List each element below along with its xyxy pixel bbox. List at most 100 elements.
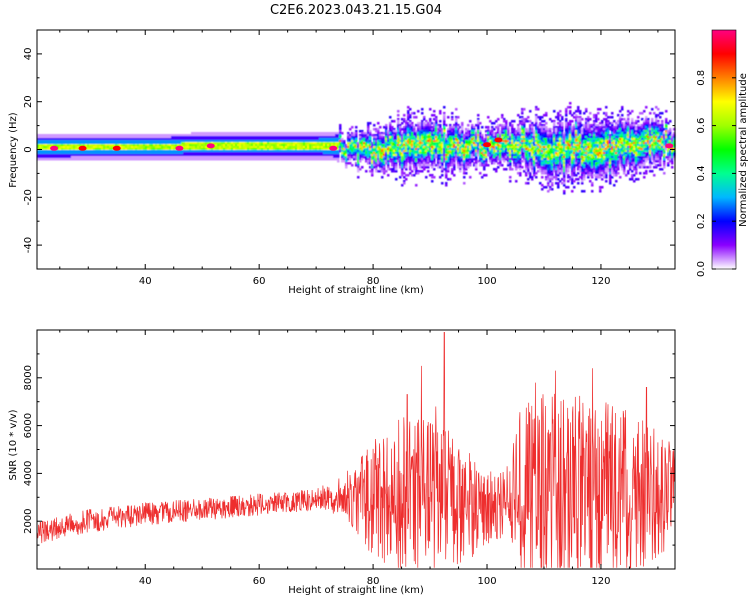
spectrogram-cell	[331, 138, 334, 141]
spectrogram-cell	[111, 154, 114, 157]
spectrogram-cell	[529, 126, 532, 129]
spectrogram-cell	[435, 124, 438, 127]
spectrogram-cell	[517, 146, 520, 149]
spectrogram-cell	[377, 150, 380, 153]
spectrogram-cell	[403, 130, 406, 133]
spectrogram-cell	[189, 146, 192, 149]
spectrogram-cell	[265, 136, 268, 139]
spectrogram-cell	[287, 134, 290, 137]
spectrogram-cell	[377, 128, 380, 131]
spectrogram-cell	[163, 146, 166, 149]
spectrogram-cell	[145, 152, 148, 155]
spectrogram-cell	[363, 136, 366, 139]
spectrogram-cell	[43, 148, 46, 151]
spectrogram-cell	[155, 142, 158, 145]
spectrogram-cell	[127, 146, 130, 149]
spectrogram-cell	[433, 146, 436, 149]
spectrogram-cell	[403, 142, 406, 145]
spectrogram-cell	[419, 152, 422, 155]
spectrogram-cell	[383, 166, 386, 169]
spectrogram-cell	[437, 154, 440, 157]
spectrogram-cell	[271, 156, 274, 159]
spectrogram-cell	[473, 128, 476, 131]
spectrogram-cell	[41, 136, 44, 139]
spectrogram-cell	[445, 156, 448, 159]
spectrogram-cell	[221, 144, 224, 147]
spectrogram-cell	[559, 172, 562, 175]
spectrogram-cell	[389, 130, 392, 133]
spectrogram-cell	[263, 156, 266, 159]
spectrogram-cell	[431, 114, 434, 117]
spectrogram-cell	[133, 148, 136, 151]
spectrogram-cell	[421, 142, 424, 145]
spectrogram-cell	[159, 140, 162, 143]
spectrogram-cell	[507, 142, 510, 145]
spectrogram-cell	[435, 164, 438, 167]
spectrogram-cell	[429, 136, 432, 139]
spectrogram-cell	[453, 144, 456, 147]
spectrogram-cell	[219, 142, 222, 145]
spectrogram-cell	[161, 154, 164, 157]
spectrogram-cell	[291, 154, 294, 157]
spectrogram-cell	[375, 136, 378, 139]
spectrogram-cell	[251, 150, 254, 153]
spectrogram-cell	[317, 154, 320, 157]
spectrogram-cell	[397, 134, 400, 137]
spectrogram-cell	[57, 152, 60, 155]
spectrogram-cell	[567, 138, 570, 141]
spectrogram-cell	[95, 134, 98, 137]
spectrogram-cell	[179, 158, 182, 161]
spectrogram-cell	[249, 158, 252, 161]
spectrogram-cell	[79, 158, 82, 161]
spectrogram-cell	[69, 136, 72, 139]
spectrogram-cell	[431, 144, 434, 147]
spectrogram-cell	[469, 140, 472, 143]
spectrogram-cell	[111, 142, 114, 145]
spectrogram-cell	[341, 148, 344, 151]
spectrogram-cell	[391, 144, 394, 147]
spectrogram-cell	[195, 138, 198, 141]
spectrogram-cell	[105, 158, 108, 161]
spectrogram-cell	[329, 158, 332, 161]
spectrogram-cell	[581, 172, 584, 175]
spectrogram-cell	[437, 146, 440, 149]
spectrogram-cell	[301, 142, 304, 145]
spectrogram-cell	[407, 158, 410, 161]
spectrogram-cell	[119, 150, 122, 153]
spectrogram-cell	[443, 134, 446, 137]
spectrogram-cell	[563, 132, 566, 135]
spectrogram-cell	[557, 126, 560, 129]
spectrogram-cell	[471, 160, 474, 163]
spectrogram-cell	[479, 138, 482, 141]
spectrogram-cell	[537, 152, 540, 155]
spectrogram-cell	[549, 180, 552, 183]
spectrogram-cell	[205, 150, 208, 153]
spectrogram-cell	[569, 102, 572, 105]
spectrogram-cell	[475, 138, 478, 141]
spectrogram-cell	[569, 166, 572, 169]
spectrogram-cell	[579, 126, 582, 129]
spectrogram-cell	[517, 144, 520, 147]
spectrogram-cell	[563, 174, 566, 177]
spectrogram-cell	[245, 144, 248, 147]
spectrogram-cell	[171, 142, 174, 145]
spectrogram-cell	[399, 142, 402, 145]
spectrogram-cell	[401, 142, 404, 145]
spectrogram-cell	[419, 126, 422, 129]
spectrogram-cell	[419, 148, 422, 151]
spectrogram-cell	[443, 124, 446, 127]
spectrogram-cell	[577, 130, 580, 133]
spectrogram-cell	[423, 136, 426, 139]
spectrogram-cell	[261, 152, 264, 155]
spectrogram-cell	[307, 138, 310, 141]
spectrogram-cell	[445, 164, 448, 167]
spectrogram-cell	[387, 136, 390, 139]
spectrogram-cell	[497, 134, 500, 137]
spectrogram-cell	[203, 152, 206, 155]
spectrogram-cell	[255, 132, 258, 135]
spectrogram-cell	[77, 136, 80, 139]
spectrogram-cell	[433, 130, 436, 133]
spectrogram-cell	[133, 156, 136, 159]
spectrogram-cell	[317, 146, 320, 149]
spectrogram-cell	[69, 158, 72, 161]
